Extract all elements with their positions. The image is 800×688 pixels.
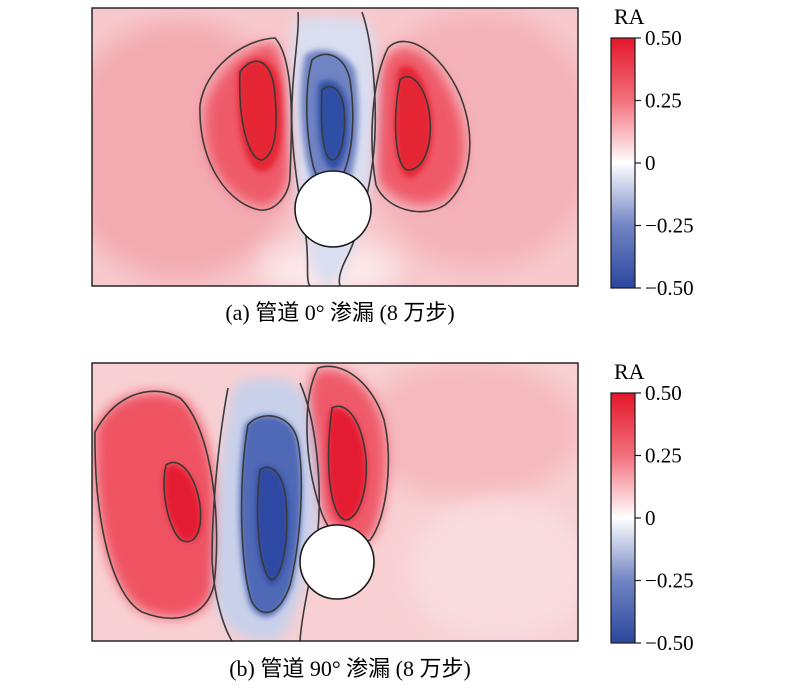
heatmap-a-frame	[91, 7, 579, 287]
colorbar-a-tick-label: −0.50	[645, 276, 694, 300]
colorbar-b-ticks: 0.50 0.25 0 −0.25 −0.50	[635, 381, 694, 655]
heatmap-b-pipe	[299, 524, 375, 600]
colorbar-b-tick-label: −0.25	[645, 569, 694, 593]
heatmap-a	[91, 7, 579, 287]
heatmap-b	[91, 362, 579, 642]
caption-b: (b) 管道 90° 渗漏 (8 万步)	[229, 656, 471, 681]
colorbar-b: 0.50 0.25 0 −0.25 −0.50 RA	[610, 359, 694, 655]
colorbar-a-tick-label: −0.25	[645, 214, 694, 238]
colorbar-a-ticks: 0.50 0.25 0 −0.25 −0.50	[635, 26, 694, 300]
heatmap-a-contours	[199, 11, 471, 286]
colorbar-b-tick-label: −0.50	[645, 631, 694, 655]
colorbar-b-bar	[610, 392, 636, 644]
colorbar-b-tick-label: 0.25	[645, 444, 682, 468]
colorbar-b-title: RA	[614, 359, 645, 384]
colorbar-a-tick-label: 0	[645, 151, 656, 175]
colorbar-a-tick-label: 0.25	[645, 89, 682, 113]
colorbar-a: 0.50 0.25 0 −0.25 −0.50 RA	[610, 4, 694, 300]
heatmap-a-pipe	[294, 170, 372, 248]
colorbar-a-bar	[610, 37, 636, 289]
colorbar-b-tick-label: 0.50	[645, 381, 682, 405]
colorbar-a-tick-label: 0.50	[645, 26, 682, 50]
heatmap-b-left-lobe	[94, 392, 219, 619]
colorbar-b-tick-label: 0	[645, 506, 656, 530]
caption-a: (a) 管道 0° 渗漏 (8 万步)	[225, 300, 454, 325]
heatmap-b-frame	[91, 362, 579, 642]
colorbar-a-title: RA	[614, 4, 645, 29]
